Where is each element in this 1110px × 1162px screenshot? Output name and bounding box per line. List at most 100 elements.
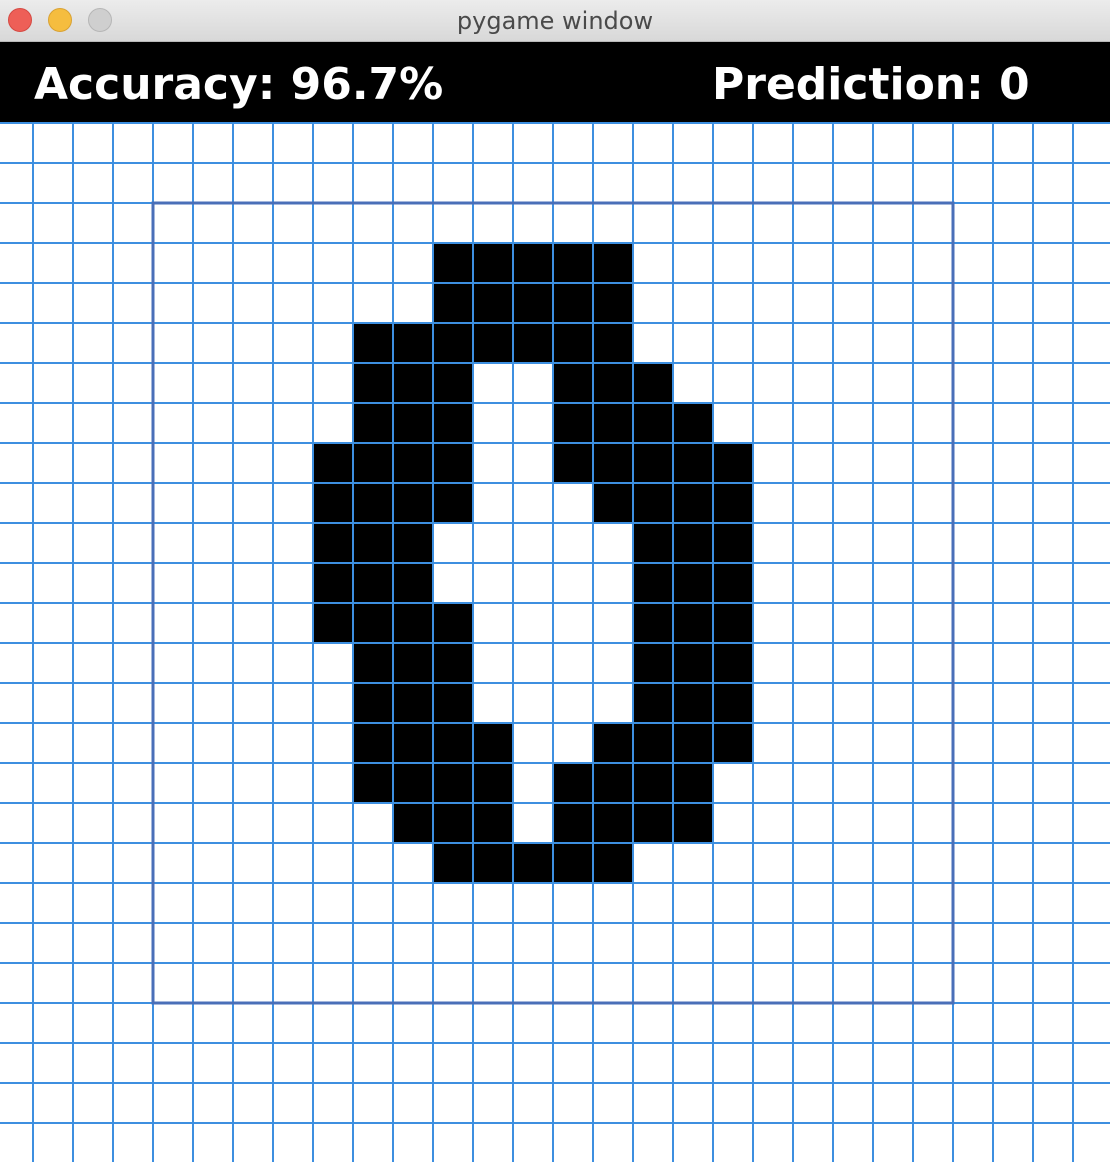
ink-cell[interactable] [673,563,713,603]
ink-cell[interactable] [393,763,433,803]
ink-cell[interactable] [353,523,393,563]
ink-cell[interactable] [633,643,673,683]
ink-cell[interactable] [633,603,673,643]
ink-cell[interactable] [353,723,393,763]
ink-cell[interactable] [593,283,633,323]
ink-cell[interactable] [593,843,633,883]
ink-cell[interactable] [593,483,633,523]
minimize-window-button[interactable] [48,8,72,32]
ink-cell[interactable] [353,483,393,523]
ink-cell[interactable] [553,283,593,323]
ink-cell[interactable] [553,363,593,403]
ink-cell[interactable] [353,763,393,803]
ink-cell[interactable] [473,243,513,283]
ink-cell[interactable] [353,603,393,643]
ink-cell[interactable] [473,763,513,803]
ink-cell[interactable] [473,723,513,763]
ink-cell[interactable] [553,443,593,483]
ink-cell[interactable] [713,603,753,643]
ink-cell[interactable] [393,683,433,723]
ink-cell[interactable] [313,523,353,563]
ink-cell[interactable] [713,483,753,523]
ink-cell[interactable] [353,443,393,483]
ink-cell[interactable] [393,523,433,563]
ink-cell[interactable] [393,803,433,843]
ink-cell[interactable] [553,243,593,283]
ink-cell[interactable] [633,403,673,443]
ink-cell[interactable] [353,563,393,603]
ink-cell[interactable] [673,523,713,563]
ink-cell[interactable] [633,443,673,483]
ink-cell[interactable] [433,283,473,323]
ink-cell[interactable] [433,403,473,443]
ink-cell[interactable] [473,283,513,323]
ink-cell[interactable] [513,283,553,323]
ink-cell[interactable] [673,403,713,443]
ink-cell[interactable] [593,243,633,283]
ink-cell[interactable] [673,683,713,723]
ink-cell[interactable] [513,843,553,883]
pixel-grid[interactable] [0,122,1110,1162]
ink-cell[interactable] [433,803,473,843]
ink-cell[interactable] [393,483,433,523]
ink-cell[interactable] [353,403,393,443]
ink-cell[interactable] [353,683,393,723]
ink-cell[interactable] [593,403,633,443]
ink-cell[interactable] [593,443,633,483]
drawing-canvas[interactable] [0,122,1110,1162]
ink-cell[interactable] [473,843,513,883]
ink-cell[interactable] [433,763,473,803]
ink-cell[interactable] [433,243,473,283]
ink-cell[interactable] [313,483,353,523]
ink-cell[interactable] [433,483,473,523]
ink-cell[interactable] [633,723,673,763]
ink-cell[interactable] [593,363,633,403]
ink-cell[interactable] [353,363,393,403]
ink-cell[interactable] [433,363,473,403]
ink-cell[interactable] [593,763,633,803]
ink-cell[interactable] [713,723,753,763]
ink-cell[interactable] [673,763,713,803]
ink-cell[interactable] [393,403,433,443]
ink-cell[interactable] [433,723,473,763]
ink-cell[interactable] [633,483,673,523]
ink-cell[interactable] [673,603,713,643]
ink-cell[interactable] [513,323,553,363]
zoom-window-button[interactable] [88,8,112,32]
ink-cell[interactable] [393,363,433,403]
ink-cell[interactable] [713,643,753,683]
ink-cell[interactable] [393,723,433,763]
ink-cell[interactable] [673,443,713,483]
ink-cell[interactable] [553,403,593,443]
ink-cell[interactable] [713,563,753,603]
ink-cell[interactable] [673,483,713,523]
ink-cell[interactable] [393,603,433,643]
ink-cell[interactable] [633,523,673,563]
ink-cell[interactable] [633,363,673,403]
ink-cell[interactable] [633,563,673,603]
title-bar[interactable]: pygame window [0,0,1110,42]
ink-cell[interactable] [713,523,753,563]
ink-cell[interactable] [433,603,473,643]
ink-cell[interactable] [553,763,593,803]
ink-cell[interactable] [353,323,393,363]
ink-cell[interactable] [553,323,593,363]
ink-cell[interactable] [633,763,673,803]
ink-cell[interactable] [553,803,593,843]
ink-cell[interactable] [593,323,633,363]
close-window-button[interactable] [8,8,32,32]
ink-cell[interactable] [393,443,433,483]
ink-cell[interactable] [673,723,713,763]
ink-cell[interactable] [473,323,513,363]
ink-cell[interactable] [553,843,593,883]
ink-cell[interactable] [593,803,633,843]
ink-cell[interactable] [393,323,433,363]
ink-cell[interactable] [433,443,473,483]
ink-cell[interactable] [593,723,633,763]
ink-cell[interactable] [633,683,673,723]
ink-cell[interactable] [433,843,473,883]
ink-cell[interactable] [433,643,473,683]
ink-cell[interactable] [473,803,513,843]
ink-cell[interactable] [513,243,553,283]
ink-cell[interactable] [673,803,713,843]
